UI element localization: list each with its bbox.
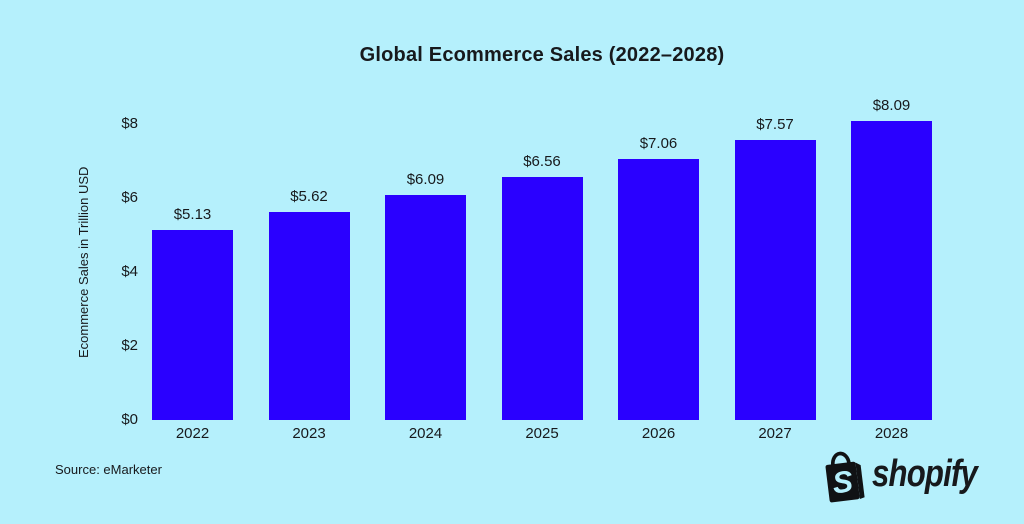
bar (851, 120, 932, 420)
bar-value-label: $5.62 (290, 188, 328, 206)
bar-value-label: $5.13 (173, 206, 212, 224)
shopify-logo: S shopify (820, 449, 1000, 505)
svg-text:S: S (831, 465, 855, 500)
bar-group-2028: $8.09 (851, 97, 932, 420)
bar-value-label: $6.09 (406, 170, 445, 188)
y-tick-label: $8 (121, 115, 138, 132)
x-axis-labels: 2022 2023 2024 2025 2026 2027 2028 (152, 425, 932, 443)
x-tick-label: 2027 (758, 425, 792, 442)
y-tick-label: $2 (121, 337, 138, 354)
bar-group-2026: $7.06 (618, 135, 699, 420)
bar-group-2025: $6.56 (501, 153, 583, 420)
shopify-wordmark: shopify (871, 452, 978, 495)
bar (501, 177, 583, 420)
bar-value-label: $8.09 (872, 96, 911, 114)
y-tick-label: $4 (121, 263, 138, 280)
x-tick-label: 2024 (408, 425, 443, 442)
bar (152, 230, 233, 420)
shopify-bag-icon: S (825, 451, 865, 503)
source-text: Source: eMarketer (55, 462, 162, 477)
bar (734, 139, 816, 420)
bar-group-2022: $5.13 (152, 206, 233, 420)
x-tick-label: 2026 (641, 425, 676, 442)
bar-value-label: $6.56 (523, 153, 561, 171)
bar-value-label: $7.57 (756, 115, 794, 133)
bars: $5.13 $5.62 $6.09 $6.56 $7.06 $7.57 $8.09 (152, 97, 932, 420)
bar (385, 194, 466, 420)
x-tick-label: 2023 (292, 425, 326, 442)
bar-group-2024: $6.09 (385, 171, 466, 420)
bar (618, 158, 699, 420)
x-tick-label: 2025 (525, 425, 559, 442)
y-axis-ticks: $0 $2 $4 $6 $8 (92, 104, 138, 428)
y-tick-label: $0 (121, 411, 138, 428)
bar-group-2027: $7.57 (734, 115, 816, 420)
x-tick-label: 2022 (175, 425, 210, 442)
bar (268, 212, 350, 420)
bar-value-label: $7.06 (639, 134, 678, 152)
plot-area: $5.13 $5.62 $6.09 $6.56 $7.06 $7.57 $8.09 (152, 97, 932, 420)
y-tick-label: $6 (121, 189, 138, 206)
chart-title: Global Ecommerce Sales (2022–2028) (359, 44, 725, 66)
bar-group-2023: $5.62 (268, 188, 350, 420)
x-tick-label: 2028 (874, 425, 909, 442)
